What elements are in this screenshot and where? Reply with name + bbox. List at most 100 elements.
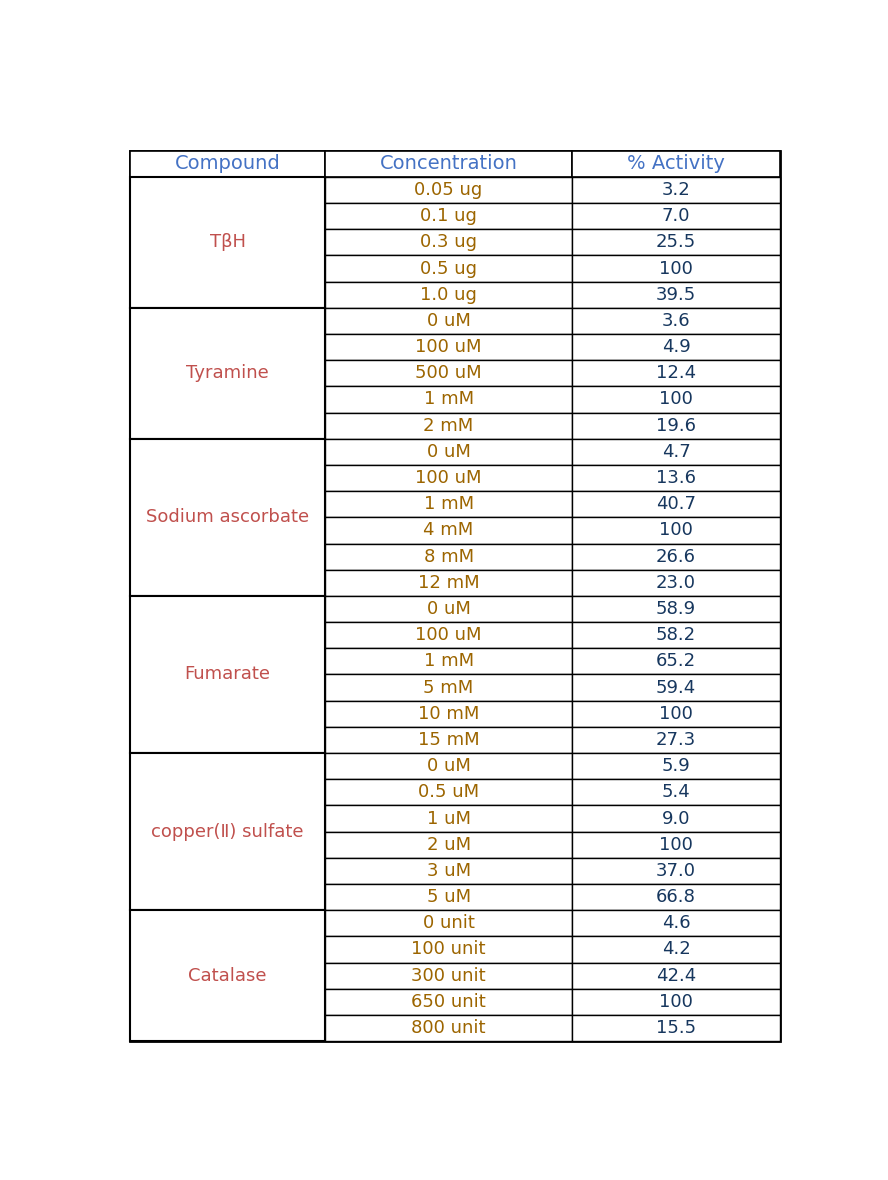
Bar bbox=[325, 386, 572, 413]
Bar bbox=[572, 151, 780, 177]
Text: 0 uM: 0 uM bbox=[426, 442, 471, 461]
Text: 3.2: 3.2 bbox=[662, 181, 690, 199]
Bar bbox=[131, 177, 325, 308]
Bar bbox=[572, 753, 780, 779]
Text: 100 unit: 100 unit bbox=[411, 940, 486, 958]
Text: 100 uM: 100 uM bbox=[416, 627, 482, 644]
Bar bbox=[572, 937, 780, 963]
Text: Tyramine: Tyramine bbox=[186, 365, 269, 382]
Text: Concentration: Concentration bbox=[380, 155, 518, 173]
Bar bbox=[325, 963, 572, 989]
Bar bbox=[572, 779, 780, 806]
Bar bbox=[325, 439, 572, 465]
Text: 15 mM: 15 mM bbox=[417, 730, 480, 749]
Bar bbox=[572, 884, 780, 910]
Text: 42.4: 42.4 bbox=[656, 966, 696, 984]
Text: 0.5 ug: 0.5 ug bbox=[420, 260, 477, 277]
Text: 100: 100 bbox=[659, 992, 693, 1011]
Bar bbox=[325, 203, 572, 229]
Text: 4.7: 4.7 bbox=[662, 442, 690, 461]
Bar bbox=[325, 701, 572, 727]
Bar bbox=[325, 779, 572, 806]
Text: 1 mM: 1 mM bbox=[424, 496, 473, 513]
Text: 2 uM: 2 uM bbox=[426, 835, 471, 853]
Text: 1 mM: 1 mM bbox=[424, 391, 473, 408]
Bar bbox=[572, 386, 780, 413]
Text: copper(Ⅱ) sulfate: copper(Ⅱ) sulfate bbox=[152, 822, 304, 840]
Text: Sodium ascorbate: Sodium ascorbate bbox=[147, 509, 309, 526]
Bar bbox=[572, 701, 780, 727]
Bar bbox=[325, 727, 572, 753]
Text: 7.0: 7.0 bbox=[662, 208, 690, 225]
Bar bbox=[325, 465, 572, 491]
Bar bbox=[572, 544, 780, 570]
Text: 9.0: 9.0 bbox=[662, 809, 690, 827]
Bar bbox=[572, 1015, 780, 1041]
Bar bbox=[572, 648, 780, 675]
Text: 13.6: 13.6 bbox=[656, 468, 696, 487]
Text: 5 mM: 5 mM bbox=[424, 678, 473, 696]
Bar bbox=[325, 334, 572, 360]
Text: 100: 100 bbox=[659, 704, 693, 723]
Bar bbox=[325, 177, 572, 203]
Text: 100: 100 bbox=[659, 260, 693, 277]
Text: 5.4: 5.4 bbox=[662, 784, 690, 801]
Bar bbox=[131, 308, 325, 439]
Bar bbox=[131, 439, 325, 596]
Text: 58.2: 58.2 bbox=[656, 627, 696, 644]
Bar bbox=[572, 255, 780, 282]
Bar bbox=[131, 596, 325, 753]
Bar bbox=[325, 544, 572, 570]
Bar bbox=[325, 648, 572, 675]
Bar bbox=[131, 753, 325, 910]
Text: 0.05 ug: 0.05 ug bbox=[415, 181, 483, 199]
Text: 0.3 ug: 0.3 ug bbox=[420, 234, 477, 251]
Bar bbox=[572, 675, 780, 701]
Bar bbox=[572, 622, 780, 648]
Text: 3.6: 3.6 bbox=[662, 312, 690, 330]
Text: 37.0: 37.0 bbox=[656, 861, 696, 880]
Bar bbox=[572, 491, 780, 517]
Bar bbox=[572, 858, 780, 884]
Bar bbox=[572, 910, 780, 937]
Bar bbox=[325, 989, 572, 1015]
Text: Compound: Compound bbox=[175, 155, 281, 173]
Text: 5.9: 5.9 bbox=[662, 758, 690, 775]
Bar bbox=[325, 753, 572, 779]
Text: 500 uM: 500 uM bbox=[416, 365, 482, 382]
Bar bbox=[325, 308, 572, 334]
Bar bbox=[572, 177, 780, 203]
Text: 4.9: 4.9 bbox=[662, 339, 690, 356]
Text: 0.1 ug: 0.1 ug bbox=[420, 208, 477, 225]
Text: 0 uM: 0 uM bbox=[426, 758, 471, 775]
Bar bbox=[572, 517, 780, 544]
Bar bbox=[325, 910, 572, 937]
Text: 3 uM: 3 uM bbox=[426, 861, 471, 880]
Text: 26.6: 26.6 bbox=[656, 548, 696, 565]
Bar bbox=[572, 596, 780, 622]
Bar bbox=[325, 622, 572, 648]
Text: 12.4: 12.4 bbox=[656, 365, 696, 382]
Bar bbox=[325, 937, 572, 963]
Bar bbox=[325, 596, 572, 622]
Bar bbox=[572, 334, 780, 360]
Bar bbox=[325, 491, 572, 517]
Text: 1 mM: 1 mM bbox=[424, 653, 473, 670]
Bar bbox=[325, 282, 572, 308]
Text: 4.2: 4.2 bbox=[662, 940, 690, 958]
Text: 15.5: 15.5 bbox=[656, 1020, 696, 1037]
Bar bbox=[325, 884, 572, 910]
Bar bbox=[325, 255, 572, 282]
Bar bbox=[572, 203, 780, 229]
Text: 39.5: 39.5 bbox=[656, 286, 696, 303]
Bar bbox=[572, 963, 780, 989]
Bar bbox=[325, 1015, 572, 1041]
Text: 0 uM: 0 uM bbox=[426, 312, 471, 330]
Bar bbox=[572, 413, 780, 439]
Text: 27.3: 27.3 bbox=[656, 730, 696, 749]
Text: TβH: TβH bbox=[210, 234, 246, 251]
Text: 5 uM: 5 uM bbox=[426, 889, 471, 906]
Bar bbox=[325, 675, 572, 701]
Bar bbox=[572, 308, 780, 334]
Bar bbox=[572, 806, 780, 832]
